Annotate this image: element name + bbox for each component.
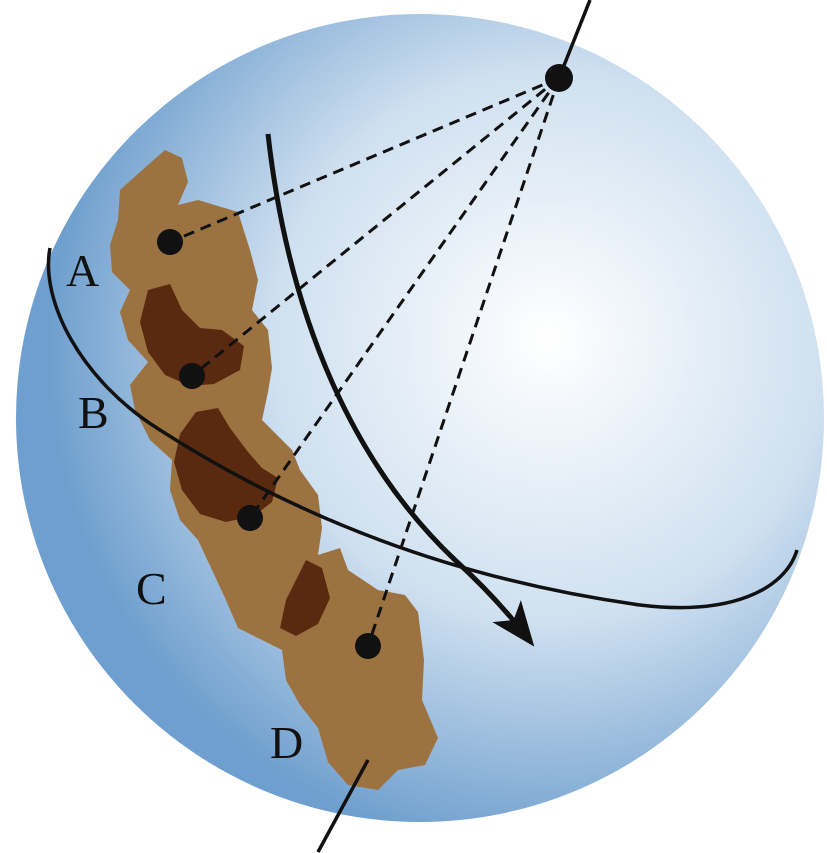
rotation-direction-arrow	[265, 133, 535, 647]
dashed-radii	[169, 76, 561, 647]
continent-landmass	[110, 150, 438, 790]
dark-region-upper	[140, 284, 244, 386]
point-c-dot	[237, 505, 263, 531]
label-c: C	[136, 563, 167, 614]
point-d-dot	[355, 633, 381, 659]
point-b-dot	[179, 363, 205, 389]
label-b: B	[78, 387, 109, 438]
rotation-axis-lower	[316, 759, 370, 853]
great-circle-arc	[46, 247, 799, 610]
dark-region-lower	[280, 560, 330, 636]
label-d: D	[270, 717, 303, 768]
dashed-line-d	[366, 77, 561, 647]
dark-region-middle	[174, 408, 278, 522]
label-a: A	[66, 245, 99, 296]
point-a-dot	[157, 229, 183, 255]
dashed-line-a	[169, 76, 560, 244]
euler-pole-dot	[545, 64, 573, 92]
dashed-line-b	[191, 76, 560, 378]
